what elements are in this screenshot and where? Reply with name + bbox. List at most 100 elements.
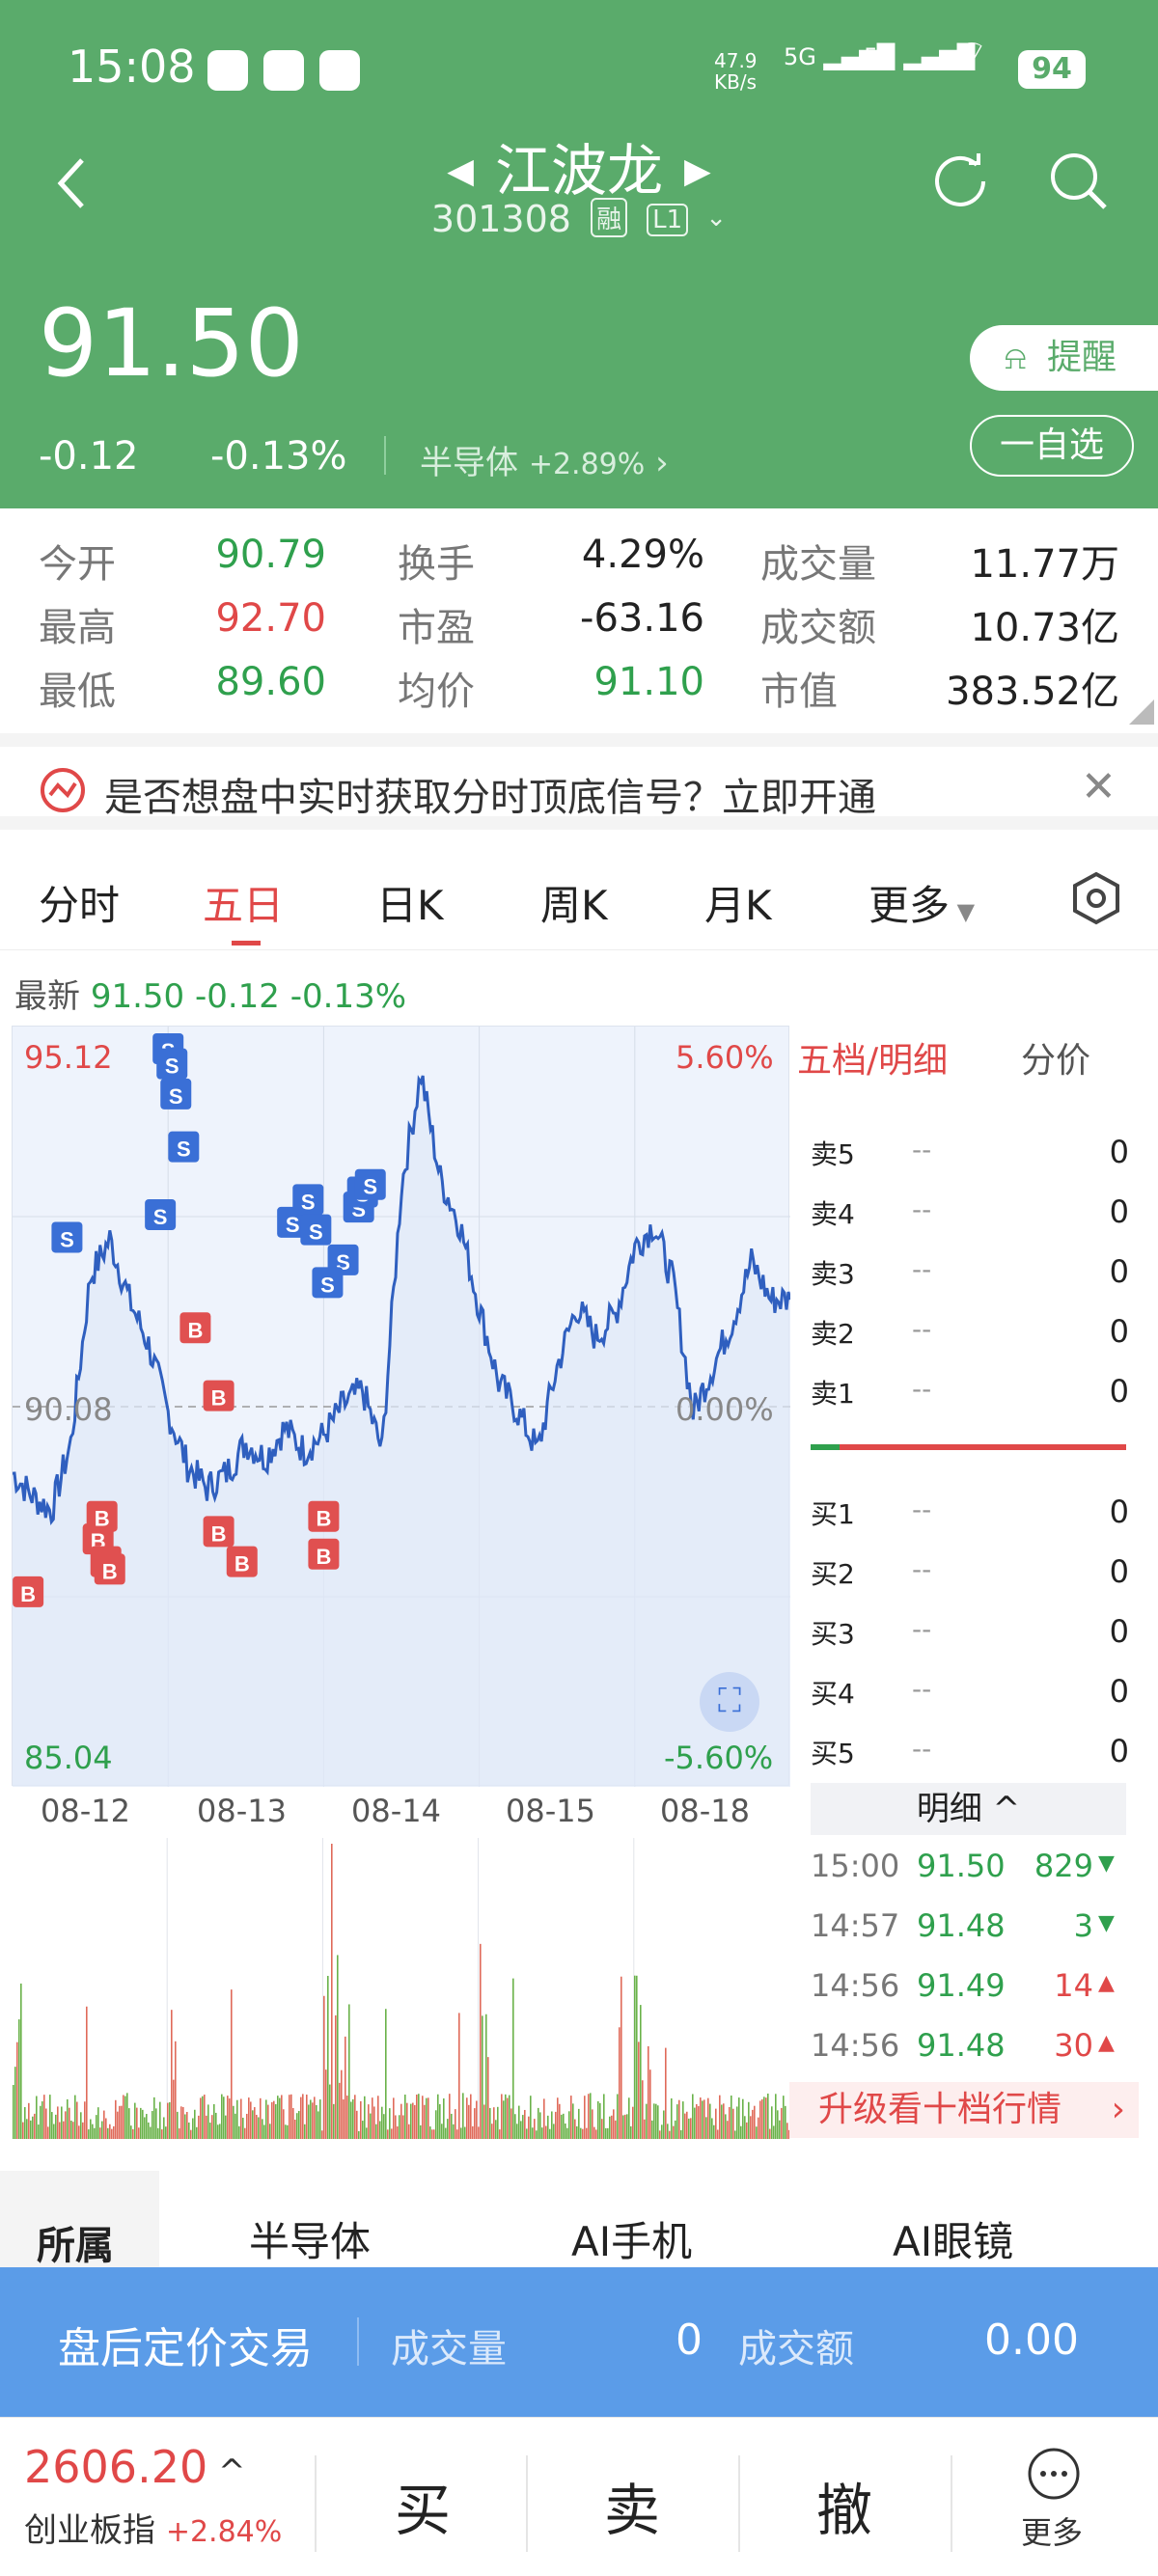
index-value[interactable]: 2606.20 ^ [24,2441,246,2493]
volume-bar [206,2115,207,2139]
volume-bar [123,2095,124,2139]
volume-bar [285,2124,287,2139]
volume-bar [69,2107,70,2139]
orderbook-tab-price[interactable]: 分价 [1021,1041,1091,1081]
ask-price: -- [912,1193,932,1225]
search-icon[interactable] [1047,150,1111,213]
volume-bar [157,2127,159,2139]
volume-bar [211,2115,213,2139]
volume-bar [663,2110,665,2139]
volume-bar [538,2107,539,2139]
volume-bar [418,2094,420,2139]
volume-bar [420,2124,422,2139]
expand-corner-icon[interactable] [1129,699,1154,725]
orderbook-tab-active[interactable]: 五档/明细 [797,1041,949,1081]
afterhours-bar[interactable]: 盘后定价交易 成交量 0 成交额 0.00 [0,2267,1158,2417]
volume-bar [580,2127,582,2139]
svg-text:B: B [316,1545,331,1569]
settings-icon[interactable] [1071,871,1121,925]
sell-signal-marker: S [312,1267,344,1299]
volume-bar [103,2110,105,2139]
volume-bar [619,2027,620,2139]
signal-banner[interactable]: 是否想盘中实时获取分时顶底信号？立即开通 ✕ [0,733,1158,830]
volume-bar [267,2104,269,2139]
volume-bar [148,2122,150,2139]
close-icon[interactable]: ✕ [1081,762,1117,811]
fullscreen-icon[interactable]: ⛶ [700,1672,759,1732]
volume-bar [128,2108,130,2139]
stat-amount: 10.73亿 [970,606,1119,650]
buy-signal-marker: B [86,1500,118,1532]
sector-link[interactable]: 半导体 +2.89% › [420,444,669,482]
volume-bar [260,2097,262,2139]
volume-bar [734,2130,736,2139]
svg-text:S: S [153,1205,168,1229]
volume-bar [101,2121,103,2139]
volume-bar [505,2094,507,2139]
chevron-down-icon[interactable]: ⌄ [705,204,728,233]
tab-monthly-k[interactable]: 月K [704,882,772,929]
volume-bar [783,2096,785,2139]
volume-bar [242,2117,244,2139]
sector-item-ai-phone[interactable]: AI手机 [571,2218,693,2265]
volume-bar [611,2115,613,2139]
volume-bar [584,2096,586,2139]
price-chart[interactable]: SSSSSSSSSSSSSSBBBBBBBBBBB [12,1026,790,1787]
volume-bar [209,2123,211,2139]
sell-signal-marker: S [354,1168,386,1200]
volume-bar [719,2095,721,2139]
volume-bar [667,2124,669,2139]
more-label[interactable]: 更多 [1021,2514,1084,2551]
volume-bar [779,2120,781,2139]
volume-bar [474,2108,476,2139]
next-stock-icon[interactable]: ▶ [684,151,711,191]
stat-label: 今开 [39,542,116,587]
tab-intraday[interactable]: 分时 [39,882,121,929]
tab-weekly-k[interactable]: 周K [540,882,608,929]
sell-button[interactable]: 卖 [603,2478,660,2543]
volume-bar [348,2004,350,2139]
volume-bar [727,2121,729,2139]
volume-bar [468,2104,470,2139]
tick-qty: 3 [1073,1907,1093,1944]
buy-button[interactable]: 买 [394,2478,451,2543]
volume-bar [90,2119,92,2139]
tab-daily-k[interactable]: 日K [376,882,444,929]
cancel-order-button[interactable]: 撤 [815,2478,872,2543]
upgrade-level10-button[interactable]: 升级看十档行情 › [789,2082,1139,2138]
volume-bar [605,2127,607,2139]
volume-chart[interactable] [12,1838,790,2139]
back-arrow-icon[interactable] [53,154,92,212]
prev-stock-icon[interactable]: ◀ [447,151,474,191]
watchlist-button[interactable]: 一自选 [970,415,1134,477]
tab-more[interactable]: 更多 ▼ [868,882,976,929]
more-icon[interactable] [1026,2446,1082,2502]
volume-bar [364,2096,366,2139]
sector-tabs [159,2171,1158,2267]
remind-button[interactable]: ⍾ 提醒 [970,325,1158,391]
volume-bar [437,2094,439,2139]
svg-text:S: S [363,1175,377,1199]
volume-bar [325,2069,327,2139]
volume-bar [582,2128,584,2139]
volume-bar [14,2067,16,2139]
sell-signal-marker: S [156,1048,188,1080]
volume-bar [426,2097,427,2139]
volume-bar [470,2094,472,2139]
volume-bar [271,2101,273,2139]
volume-bar [455,2109,456,2139]
detail-toggle[interactable]: 明细 ^ [811,1783,1126,1835]
volume-bar [688,2118,690,2139]
volume-bar [360,2100,362,2139]
volume-bar [431,2129,433,2139]
sector-item-ai-glasses[interactable]: AI眼镜 [893,2218,1014,2265]
volume-bar [742,2098,744,2139]
refresh-icon[interactable] [928,150,992,213]
tick-direction-icon: ▼ [1098,1911,1115,1935]
tab-five-day[interactable]: 五日 [203,882,285,929]
volume-bar [13,2085,14,2139]
volume-bar [750,2116,752,2139]
sector-item-semiconductor[interactable]: 半导体 [249,2218,372,2265]
volume-bar [547,2115,549,2139]
index-name-row[interactable]: 创业板指 +2.84% [24,2511,283,2550]
